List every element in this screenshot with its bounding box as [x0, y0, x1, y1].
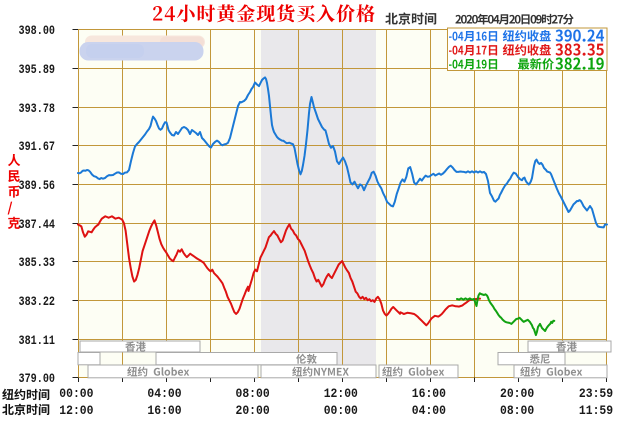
svg-text:398.00: 398.00	[19, 23, 56, 38]
svg-text:04:00: 04:00	[412, 403, 446, 418]
svg-text:04:00: 04:00	[147, 386, 181, 401]
svg-text:391.67: 391.67	[19, 139, 56, 154]
svg-text:00:00: 00:00	[59, 386, 93, 401]
svg-text:381.11: 381.11	[19, 333, 56, 348]
svg-text:383.22: 383.22	[19, 294, 56, 309]
svg-text:20:00: 20:00	[236, 403, 270, 418]
svg-text:385.33: 385.33	[19, 255, 56, 270]
svg-text:393.78: 393.78	[19, 101, 56, 116]
svg-text:12:00: 12:00	[324, 386, 358, 401]
svg-text:20:00: 20:00	[500, 386, 534, 401]
svg-text:395.89: 395.89	[19, 62, 56, 77]
svg-text:11:59: 11:59	[579, 403, 613, 418]
svg-text:389.56: 389.56	[19, 178, 56, 193]
svg-text:00:00: 00:00	[324, 403, 358, 418]
svg-text:08:00: 08:00	[236, 386, 270, 401]
svg-text:387.44: 387.44	[19, 217, 56, 232]
svg-text:23:59: 23:59	[579, 386, 613, 401]
svg-text:08:00: 08:00	[500, 403, 534, 418]
svg-text:12:00: 12:00	[59, 403, 93, 418]
svg-text:16:00: 16:00	[412, 386, 446, 401]
svg-text:379.00: 379.00	[19, 371, 56, 386]
svg-text:16:00: 16:00	[147, 403, 181, 418]
